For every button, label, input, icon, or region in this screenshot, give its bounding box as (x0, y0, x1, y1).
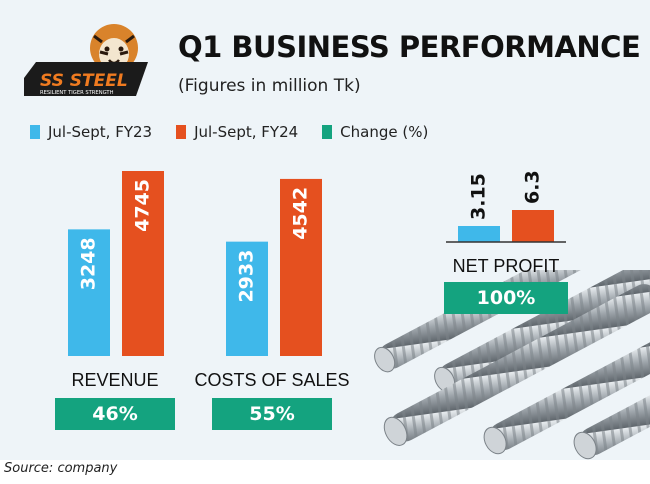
value-label-net-profit-fy23: 3.15 (468, 173, 490, 220)
legend-swatch-fy23 (30, 125, 40, 139)
legend-label-fy23: Jul-Sept, FY23 (48, 123, 153, 141)
bar-chart: 3248 4745 2933 4542 3.15 6.3 (68, 170, 566, 356)
page-subtitle: (Figures in million Tk) (178, 76, 361, 96)
legend-label-change: Change (%) (340, 123, 429, 141)
value-label-revenue-fy23: 3248 (78, 237, 100, 290)
logo-tagline: RESILIENT TIGER STRENGTH (40, 90, 114, 96)
bar-costs-of-sales-fy24 (280, 178, 322, 356)
logo-wordmark: SS STEEL (40, 71, 128, 91)
value-label-net-profit-fy24: 6.3 (522, 170, 544, 204)
value-label-costs-of-sales-fy23: 2933 (236, 250, 258, 303)
category-label-revenue: REVENUE (71, 370, 159, 390)
bar-revenue-fy24 (122, 171, 164, 356)
category-label-costs-of-sales: COSTS OF SALES (194, 370, 350, 390)
value-label-revenue-fy24: 4745 (132, 179, 154, 232)
change-badge-net-profit: 100% (444, 282, 568, 314)
ss-steel-logo: SS STEEL RESILIENT TIGER STRENGTH (24, 24, 148, 96)
bar-costs-of-sales-fy23 (226, 241, 268, 356)
value-label-costs-of-sales-fy24: 4542 (290, 187, 312, 240)
category-label-net-profit: NET PROFIT (452, 256, 560, 276)
legend-swatch-fy24 (176, 125, 187, 139)
source-note: Source: company (4, 461, 118, 476)
bar-net-profit-fy23 (458, 226, 500, 242)
legend-label-fy24: Jul-Sept, FY24 (194, 123, 299, 141)
page-title: Q1 BUSINESS PERFORMANCE (178, 30, 641, 64)
change-badge-revenue: 46% (55, 398, 175, 430)
legend-item-fy23: Jul-Sept, FY23 (30, 123, 152, 141)
legend-item-change: Change (%) (322, 123, 428, 141)
legend-item-fy24: Jul-Sept, FY24 (176, 123, 298, 141)
change-badge-costs-of-sales: 55% (212, 398, 332, 430)
chart-legend: Jul-Sept, FY23 Jul-Sept, FY24 Change (%) (30, 122, 452, 142)
rebar-bar (383, 284, 650, 446)
rebar-bar (483, 331, 650, 455)
bar-net-profit-fy24 (512, 210, 554, 242)
bar-revenue-fy23 (68, 229, 110, 356)
rebar-bar (573, 364, 650, 460)
legend-swatch-change (322, 125, 333, 139)
